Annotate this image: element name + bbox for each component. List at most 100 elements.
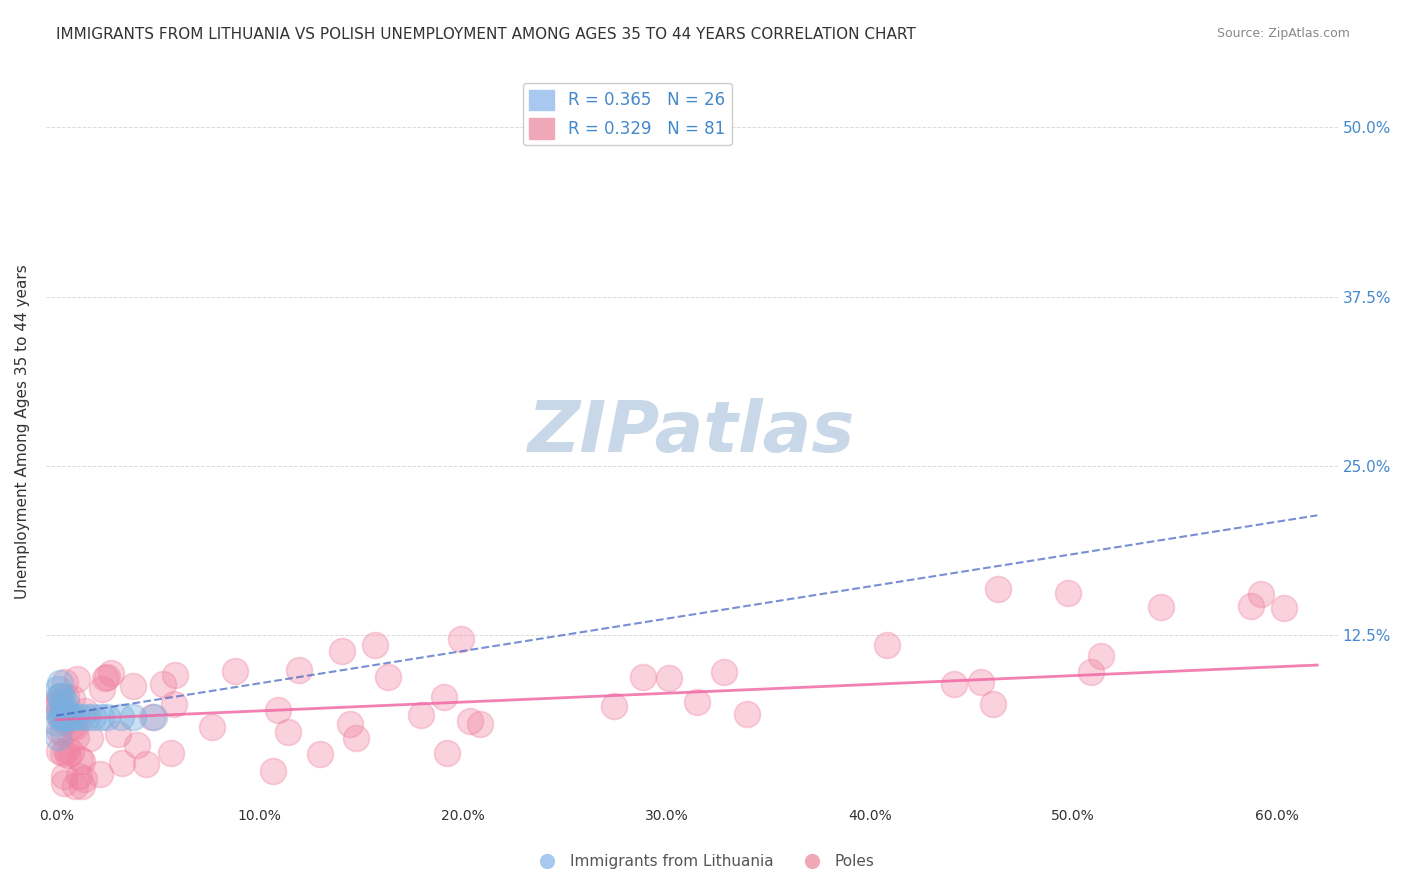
Point — [65, 709, 87, 723]
Point — [142, 709, 165, 723]
Point — [82, 709, 104, 723]
Point — [52, 746, 75, 760]
Point — [66, 672, 89, 686]
Point — [121, 679, 143, 693]
Point — [52, 726, 75, 740]
Point — [122, 709, 145, 723]
Y-axis label: Unemployment Among Ages 35 to 44 years: Unemployment Among Ages 35 to 44 years — [15, 265, 30, 599]
Point — [159, 747, 181, 761]
Point — [46, 697, 69, 711]
Point — [46, 716, 69, 731]
Point — [52, 775, 75, 789]
Point — [69, 751, 91, 765]
Point — [96, 670, 118, 684]
Point — [163, 697, 186, 711]
Point — [377, 670, 399, 684]
Point — [1272, 600, 1295, 615]
Point — [152, 677, 174, 691]
Point — [409, 708, 432, 723]
Point — [433, 690, 456, 704]
Point — [309, 747, 332, 761]
Point — [110, 709, 132, 723]
Point — [89, 767, 111, 781]
Point — [70, 754, 93, 768]
Point — [63, 779, 86, 793]
Point — [48, 703, 70, 717]
Point — [72, 779, 94, 793]
Point — [135, 756, 157, 771]
Point — [49, 675, 72, 690]
Point — [53, 714, 76, 729]
Point — [48, 723, 70, 738]
Point — [60, 719, 83, 733]
Point — [201, 720, 224, 734]
Point — [55, 690, 77, 705]
Point — [100, 665, 122, 680]
Point — [76, 709, 98, 723]
Point — [55, 709, 77, 723]
Point — [1080, 665, 1102, 680]
Point — [46, 730, 69, 744]
Point — [51, 709, 73, 723]
Point — [69, 769, 91, 783]
Point — [51, 696, 73, 710]
Point — [330, 644, 353, 658]
Point — [468, 716, 491, 731]
Point — [65, 731, 87, 745]
Point — [1150, 599, 1173, 614]
Point — [48, 744, 70, 758]
Legend: Immigrants from Lithuania, Poles: Immigrants from Lithuania, Poles — [526, 848, 880, 875]
Point — [987, 582, 1010, 597]
Point — [262, 764, 284, 779]
Point — [127, 739, 149, 753]
Point — [969, 674, 991, 689]
Point — [46, 706, 69, 721]
Point — [658, 672, 681, 686]
Point — [59, 709, 82, 723]
Point — [53, 675, 76, 690]
Point — [91, 681, 114, 696]
Point — [686, 695, 709, 709]
Point — [713, 665, 735, 679]
Point — [1057, 586, 1080, 600]
Point — [981, 697, 1004, 711]
Point — [339, 717, 361, 731]
Point — [62, 709, 84, 723]
Legend: R = 0.365   N = 26, R = 0.329   N = 81: R = 0.365 N = 26, R = 0.329 N = 81 — [523, 83, 731, 145]
Point — [942, 677, 965, 691]
Point — [876, 638, 898, 652]
Point — [55, 743, 77, 757]
Point — [277, 724, 299, 739]
Point — [1090, 648, 1112, 663]
Point — [60, 690, 83, 705]
Point — [49, 690, 72, 704]
Point — [90, 709, 112, 723]
Point — [288, 663, 311, 677]
Point — [73, 704, 96, 718]
Point — [52, 769, 75, 783]
Point — [59, 744, 82, 758]
Point — [1250, 587, 1272, 601]
Point — [450, 632, 472, 646]
Point — [165, 667, 187, 681]
Point — [1240, 599, 1263, 613]
Point — [344, 731, 367, 745]
Point — [73, 772, 96, 787]
Point — [79, 731, 101, 745]
Point — [48, 690, 70, 704]
Point — [65, 720, 87, 734]
Point — [631, 670, 654, 684]
Point — [58, 709, 80, 723]
Point — [51, 690, 73, 704]
Point — [96, 709, 118, 723]
Point — [735, 706, 758, 721]
Point — [110, 756, 132, 770]
Point — [458, 714, 481, 728]
Text: Source: ZipAtlas.com: Source: ZipAtlas.com — [1216, 27, 1350, 40]
Text: ZIPatlas: ZIPatlas — [529, 398, 855, 467]
Point — [141, 710, 163, 724]
Point — [107, 726, 129, 740]
Point — [53, 703, 76, 717]
Point — [436, 746, 458, 760]
Point — [267, 702, 290, 716]
